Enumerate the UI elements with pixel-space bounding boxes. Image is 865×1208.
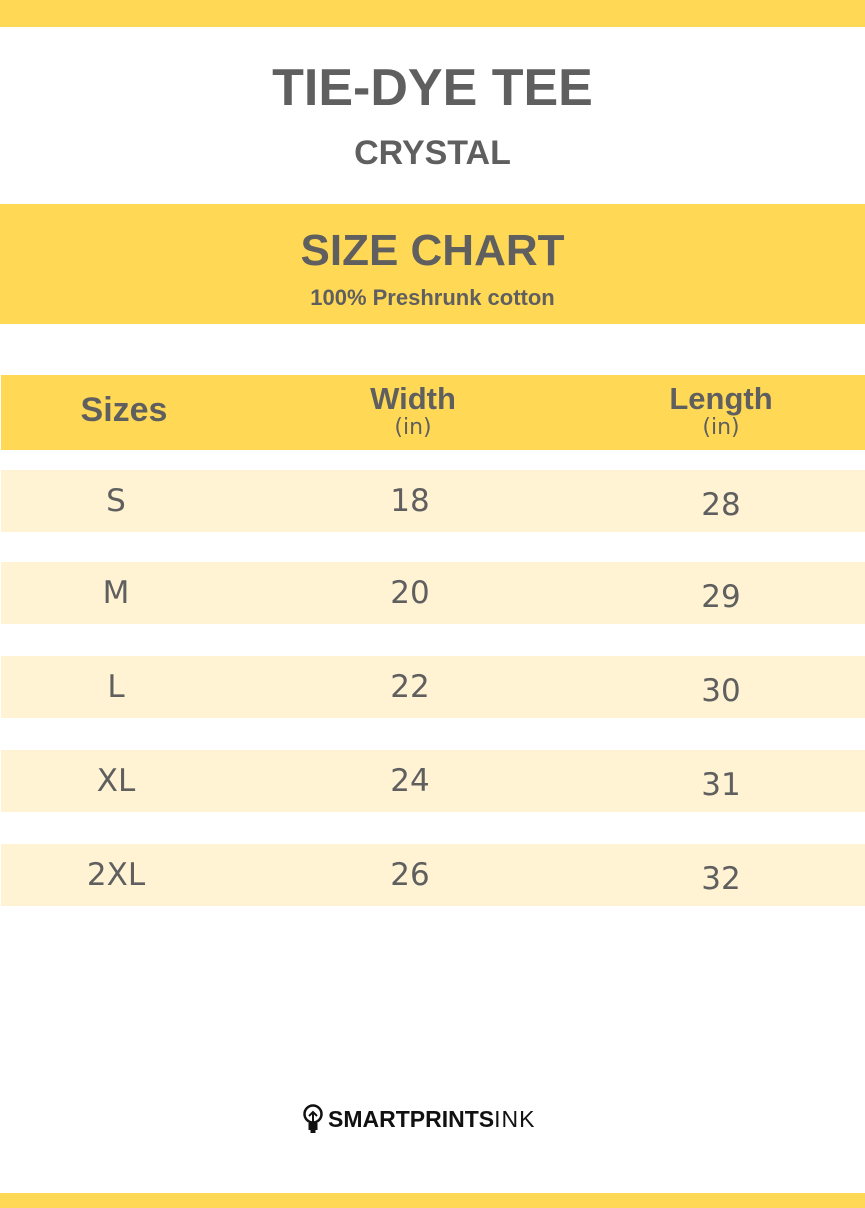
top-accent-bar — [0, 0, 865, 27]
lightbulb-icon — [303, 1104, 323, 1133]
cell-length: 28 — [701, 487, 741, 523]
brand-name-bold: SMARTPRINTS — [328, 1105, 495, 1132]
table-row: 2XL 26 32 — [1, 844, 865, 906]
size-chart-banner: SIZE CHART 100% Preshrunk cotton — [0, 204, 865, 324]
banner-heading: SIZE CHART — [300, 226, 565, 275]
product-variant: CRYSTAL — [354, 134, 511, 172]
table-row: XL 24 31 — [1, 750, 865, 812]
product-title: TIE-DYE TEE — [272, 59, 593, 117]
cell-width: 24 — [390, 763, 430, 799]
table-header: Sizes Width (in) Length (in) — [1, 375, 865, 450]
header-sizes: Sizes — [80, 391, 168, 429]
cell-length: 31 — [701, 767, 741, 803]
cell-length: 30 — [701, 673, 741, 709]
cell-length: 32 — [701, 861, 741, 897]
table-row: S 18 28 — [1, 470, 865, 532]
cell-size: L — [107, 669, 125, 705]
brand-name-light: INK — [494, 1105, 536, 1132]
header-width: Width (in) — [303, 381, 523, 439]
cell-size: M — [102, 575, 130, 611]
cell-width: 20 — [390, 575, 430, 611]
cell-width: 26 — [390, 857, 430, 893]
header-width-unit: (in) — [394, 415, 432, 440]
material-note: 100% Preshrunk cotton — [310, 285, 555, 310]
cell-length: 29 — [701, 579, 741, 615]
table-row: L 22 30 — [1, 656, 865, 718]
cell-size: 2XL — [86, 857, 146, 893]
table-row: M 20 29 — [1, 562, 865, 624]
brand-logo: SMARTPRINTS INK — [302, 1104, 535, 1134]
header-length-label: Length — [669, 381, 773, 416]
cell-size: S — [106, 483, 126, 519]
header-length-unit: (in) — [702, 415, 740, 440]
header-width-label: Width — [370, 381, 456, 416]
cell-size: XL — [96, 763, 136, 799]
header-length: Length (in) — [611, 381, 831, 439]
cell-width: 22 — [390, 669, 430, 705]
cell-width: 18 — [390, 483, 430, 519]
bottom-accent-bar — [0, 1193, 865, 1208]
